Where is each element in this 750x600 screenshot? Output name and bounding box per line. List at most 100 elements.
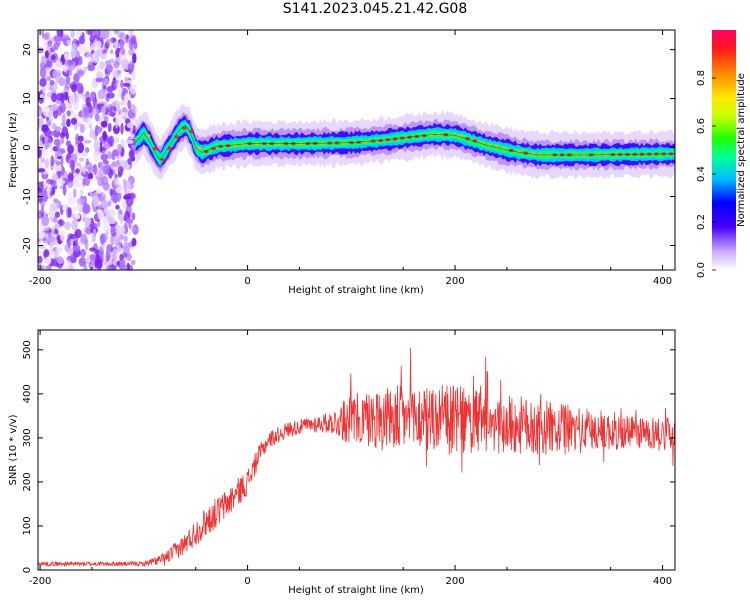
noise-blob (127, 157, 132, 165)
noise-blob (70, 30, 75, 39)
noise-blob (113, 41, 118, 49)
noise-blob (128, 48, 135, 56)
noise-blob (73, 143, 79, 154)
snr-x-axis-label: Height of straight line (km) (288, 585, 424, 596)
noise-blob (45, 116, 50, 121)
noise-blob (47, 186, 51, 199)
snr-x-tick-label: 0 (244, 576, 250, 587)
noise-blob (44, 265, 52, 270)
noise-blob (40, 206, 45, 218)
noise-blob (46, 68, 50, 76)
noise-blob (77, 135, 84, 142)
noise-blob (129, 133, 135, 138)
snr-y-tick-label: 500 (22, 340, 33, 359)
noise-blob (109, 58, 115, 64)
noise-blob (106, 232, 112, 243)
noise-blob (112, 145, 118, 151)
noise-blob (39, 67, 47, 79)
noise-blob (126, 139, 134, 144)
noise-blob (87, 64, 96, 72)
noise-blob (74, 228, 82, 239)
noise-blob (56, 247, 63, 252)
noise-blob (110, 225, 117, 237)
noise-blob (127, 99, 131, 110)
spectrogram-data (38, 30, 675, 270)
noise-blob (120, 122, 124, 135)
noise-blob (116, 103, 120, 113)
noise-blob (92, 228, 97, 237)
noise-blob (62, 65, 68, 72)
noise-blob (47, 111, 53, 119)
snr-y-axis-label: SNR (10 * v/v) (8, 414, 19, 485)
noise-blob (127, 252, 132, 262)
noise-blob (85, 30, 94, 36)
noise-blob (101, 106, 106, 115)
noise-blob (71, 43, 79, 50)
spectrogram-y-tick-label: 0 (22, 144, 33, 150)
noise-blob (114, 178, 118, 187)
noise-blob (89, 44, 95, 52)
snr-x-tick-label: 400 (653, 576, 672, 587)
noise-blob (115, 204, 120, 210)
noise-blob (55, 202, 59, 209)
noise-blob (119, 101, 125, 107)
spectrogram-y-tick-label: -10 (22, 188, 33, 204)
noise-blob (123, 195, 130, 200)
noise-blob (73, 188, 77, 199)
noise-blob (104, 141, 109, 149)
noise-blob (53, 216, 58, 224)
noise-blob (112, 124, 120, 135)
noise-blob (67, 144, 74, 155)
noise-blob (122, 82, 131, 87)
noise-blob (102, 225, 111, 232)
noise-blob (68, 191, 72, 201)
spectrogram-x-tick-label: 400 (653, 276, 672, 287)
noise-blob (44, 140, 49, 150)
noise-blob (114, 73, 122, 78)
noise-blob (86, 252, 91, 263)
noise-blob (106, 243, 113, 251)
spectrogram-noise-blobs (38, 30, 139, 270)
colorbar-tick-label: 0.8 (696, 70, 707, 86)
snr-y-tick-label: 100 (22, 516, 33, 535)
noise-blob (103, 215, 108, 225)
noise-blob (111, 248, 118, 260)
noise-blob (59, 230, 66, 242)
noise-blob (115, 113, 124, 123)
noise-blob (44, 50, 49, 59)
noise-blob (55, 93, 64, 101)
noise-blob (85, 158, 89, 166)
ridge-core-dash (189, 129, 194, 133)
noise-blob (93, 249, 101, 255)
spectrogram-x-tick-label: 200 (446, 276, 465, 287)
ridge-core-dash (480, 141, 485, 145)
noise-blob (43, 250, 50, 258)
noise-blob (70, 159, 75, 170)
noise-blob (61, 126, 69, 137)
noise-blob (106, 265, 113, 270)
noise-blob (100, 120, 108, 128)
noise-blob (113, 136, 120, 144)
noise-blob (78, 157, 85, 162)
noise-blob (40, 202, 45, 208)
noise-blob (85, 227, 92, 235)
noise-blob (82, 106, 90, 116)
noise-blob (87, 172, 94, 180)
noise-blob (38, 181, 44, 193)
noise-blob (58, 179, 66, 185)
noise-blob (117, 258, 126, 270)
noise-blob (92, 163, 98, 176)
noise-blob (38, 105, 43, 117)
noise-blob (108, 136, 113, 145)
noise-blob (40, 55, 47, 66)
noise-blob (67, 247, 75, 256)
noise-blob (92, 108, 97, 116)
noise-blob (70, 237, 74, 247)
noise-blob (99, 234, 106, 245)
noise-blob (81, 152, 88, 157)
spectrogram-x-tick-label: -200 (29, 276, 52, 287)
colorbar-ticks: 0.0 0.2 0.4 0.6 0.8 (696, 70, 716, 278)
noise-blob (72, 206, 77, 212)
noise-blob (46, 56, 54, 69)
noise-blob (52, 70, 58, 79)
